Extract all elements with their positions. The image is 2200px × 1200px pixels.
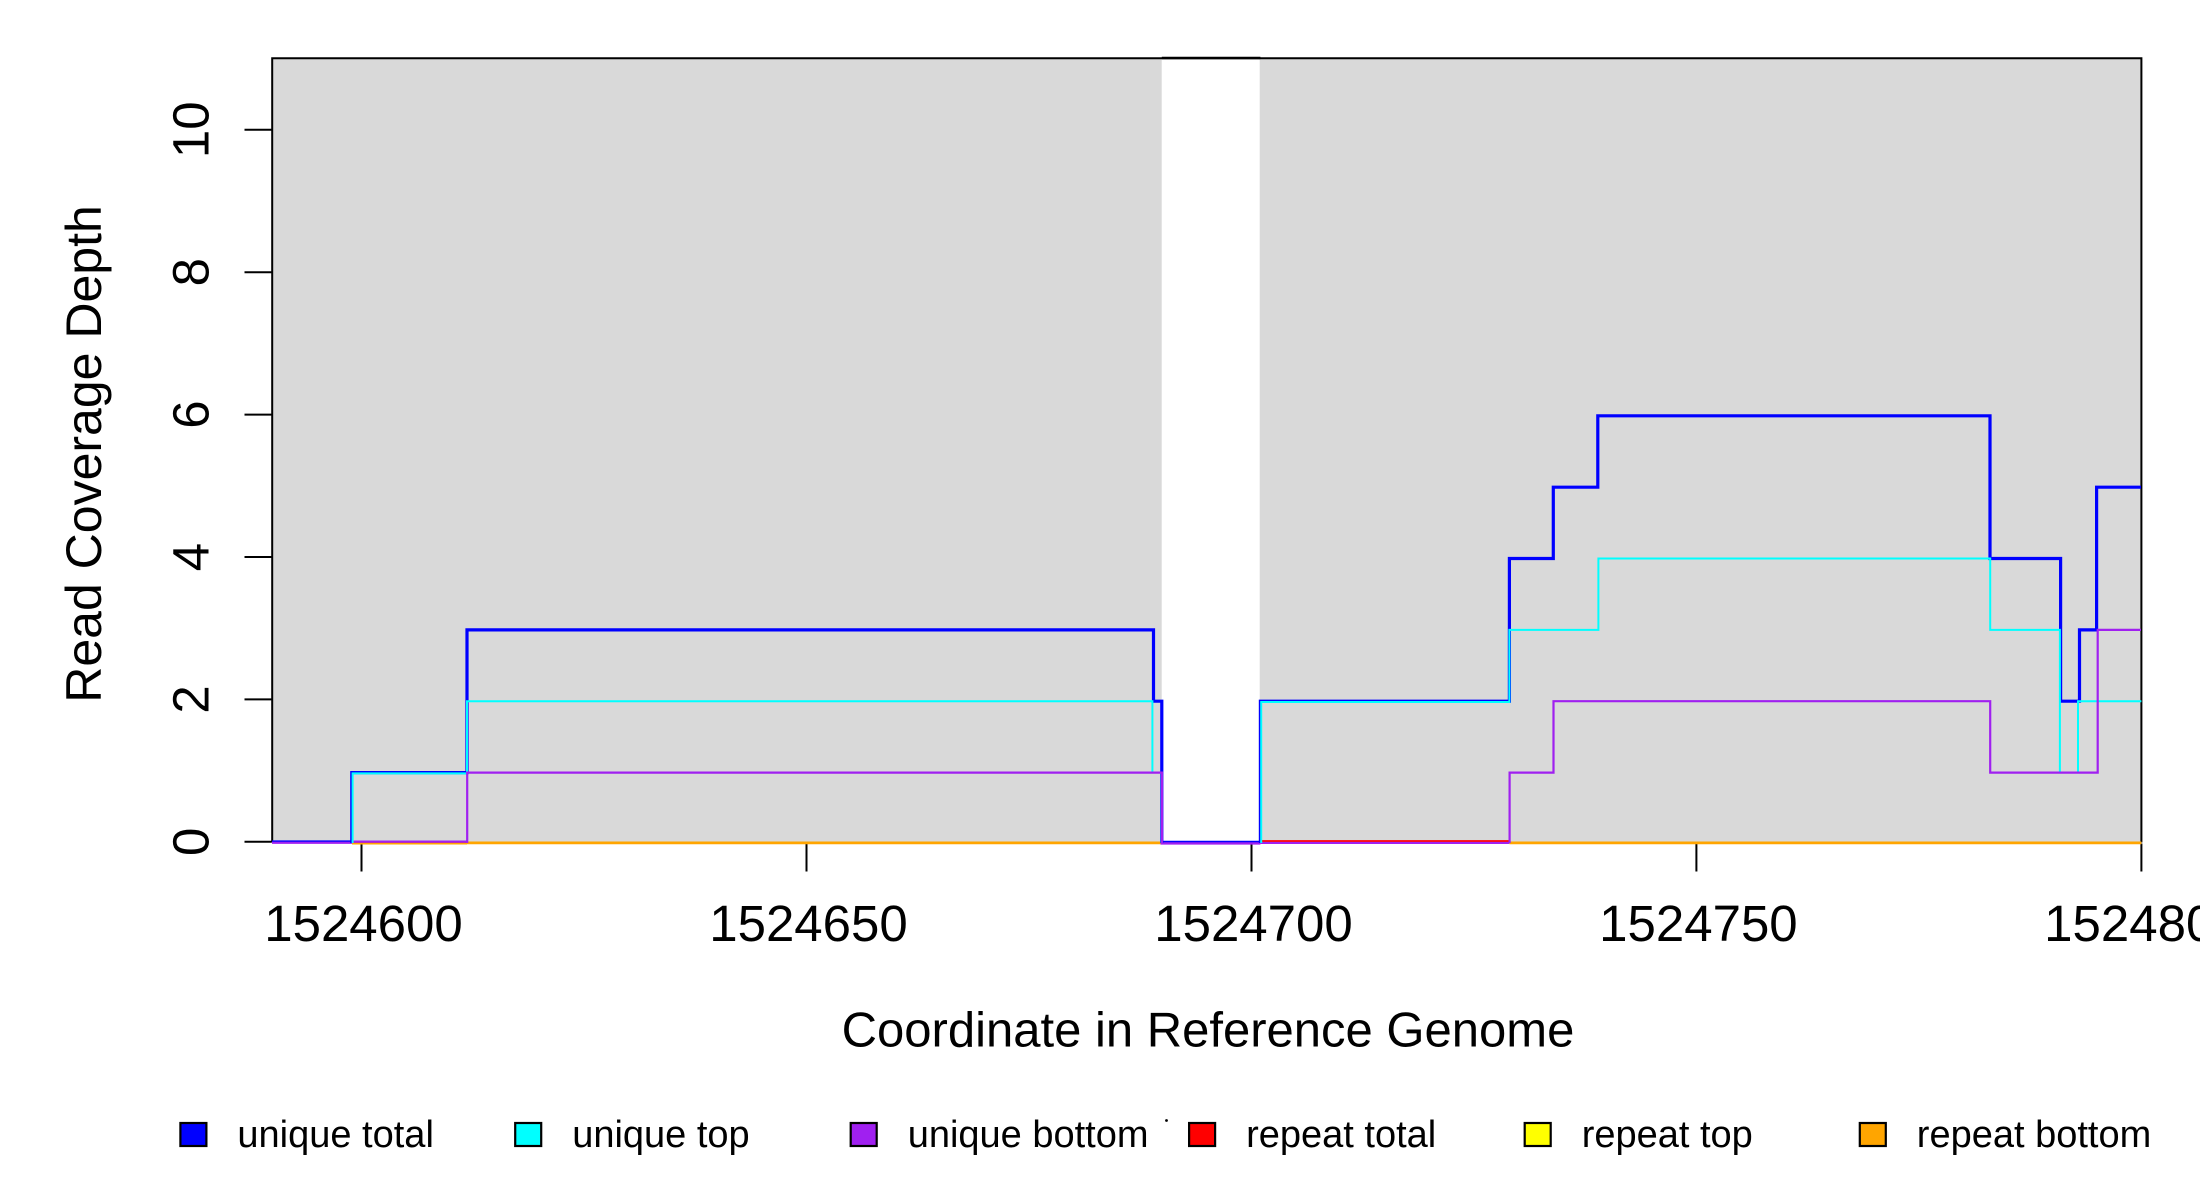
svg-text:1524650: 1524650 — [709, 895, 908, 952]
svg-text:unique top: unique top — [572, 1114, 750, 1156]
svg-text:8: 8 — [162, 258, 219, 286]
svg-text:1524750: 1524750 — [1599, 895, 1798, 952]
svg-text:10: 10 — [162, 101, 219, 158]
svg-text:1524600: 1524600 — [264, 895, 463, 952]
svg-text:Coordinate in Reference Genome: Coordinate in Reference Genome — [842, 1004, 1575, 1058]
svg-text:Read Coverage Depth: Read Coverage Depth — [56, 205, 112, 703]
svg-text:4: 4 — [162, 543, 219, 571]
svg-text:repeat top: repeat top — [1582, 1114, 1753, 1156]
svg-text:6: 6 — [162, 400, 219, 428]
svg-text:unique total: unique total — [237, 1114, 434, 1156]
svg-text:unique bottom: unique bottom — [908, 1114, 1149, 1156]
svg-text:repeat bottom: repeat bottom — [1917, 1114, 2151, 1156]
svg-text:0: 0 — [162, 828, 219, 856]
svg-text:2: 2 — [162, 685, 219, 713]
svg-text:1524800: 1524800 — [2044, 895, 2200, 952]
svg-text:repeat total: repeat total — [1246, 1114, 1436, 1156]
svg-text:1524700: 1524700 — [1154, 895, 1353, 952]
